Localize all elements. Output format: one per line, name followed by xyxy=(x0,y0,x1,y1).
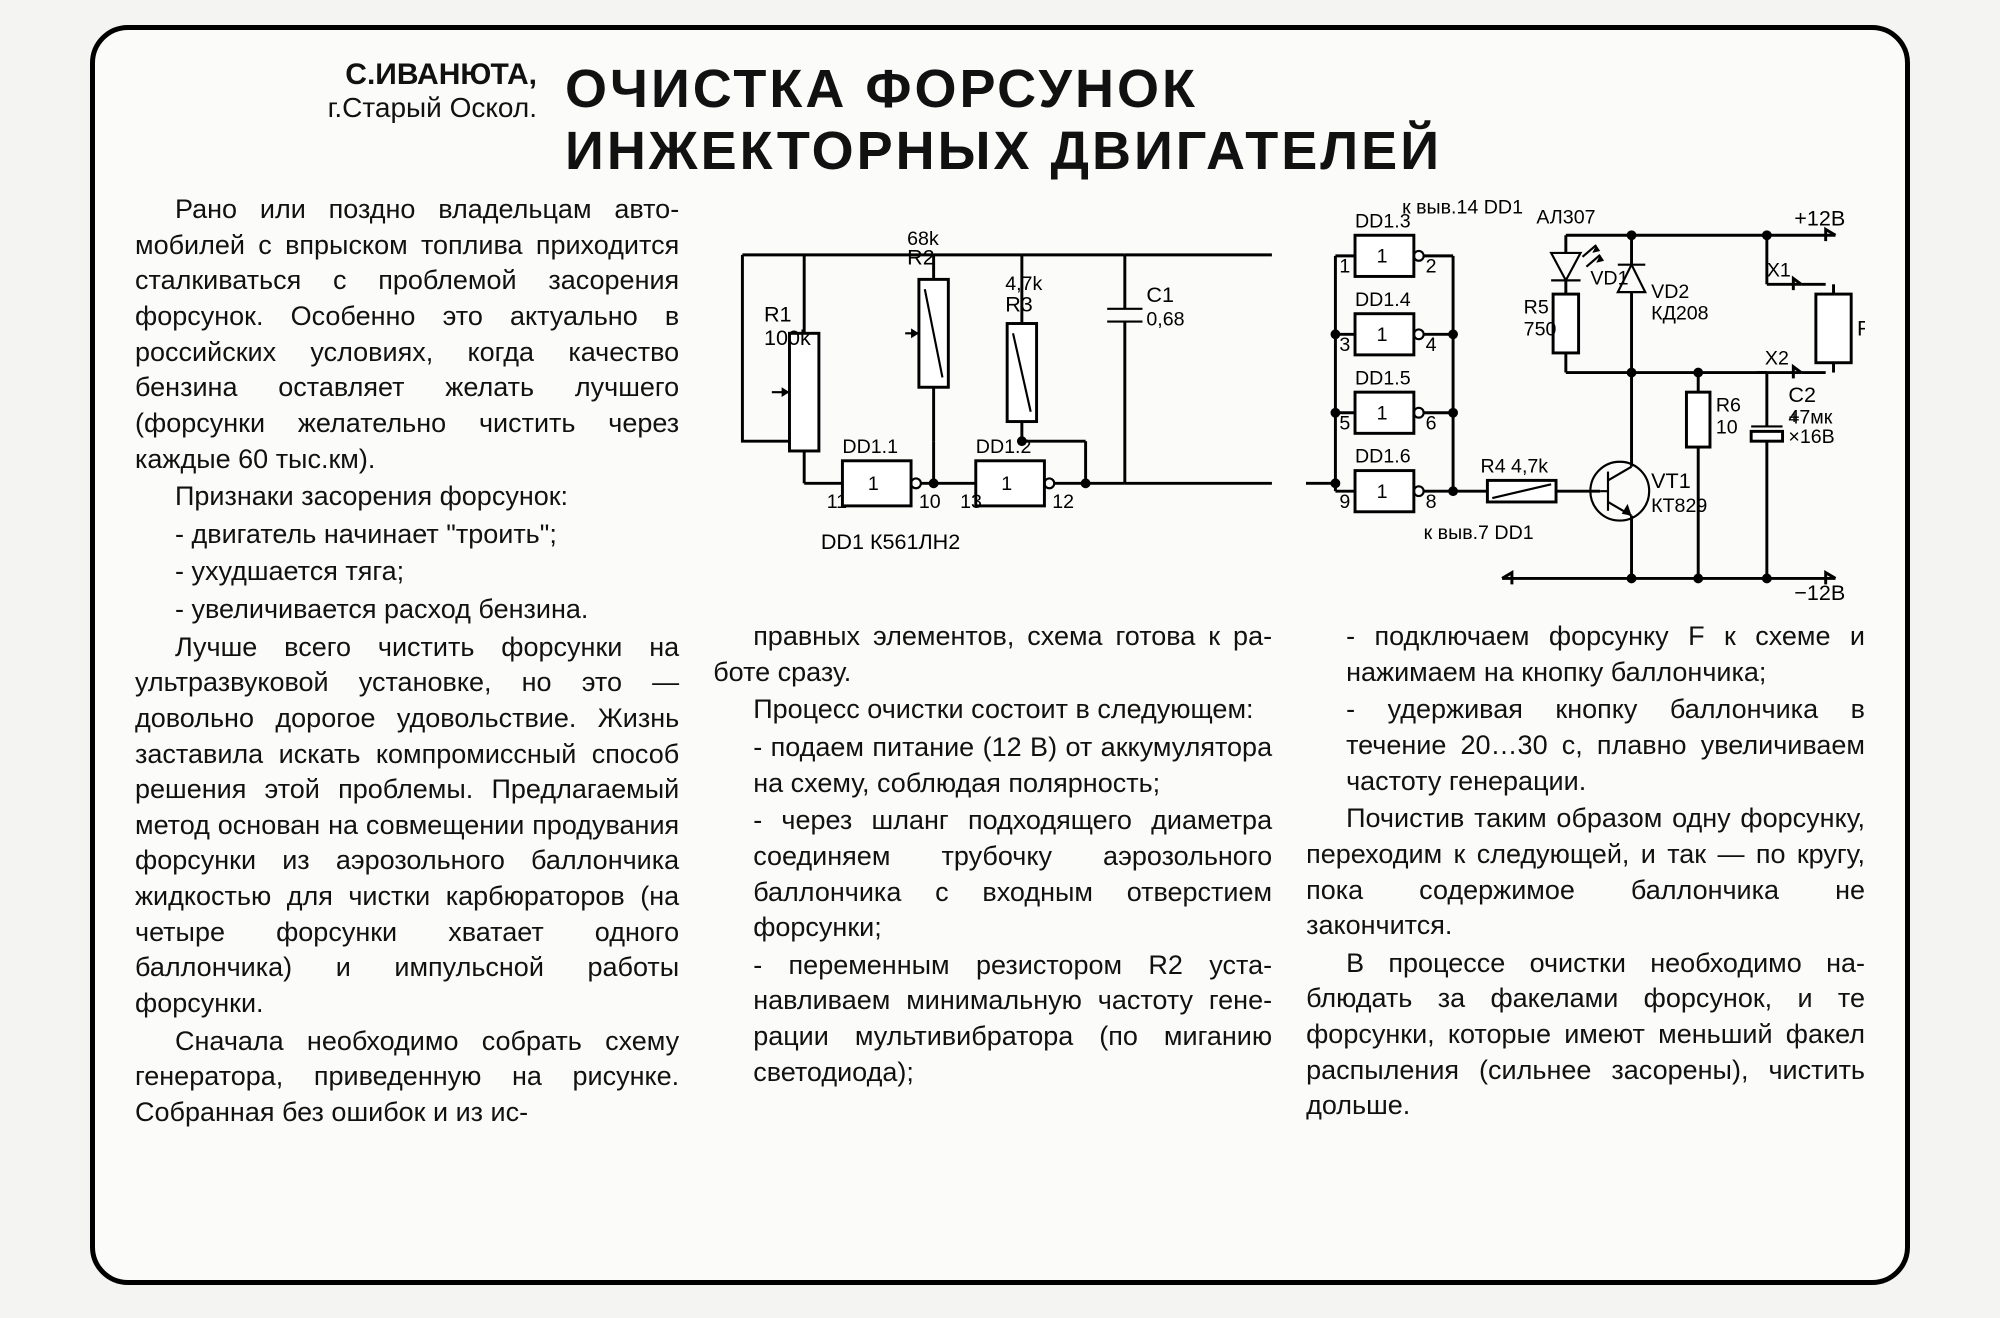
pin10: 10 xyxy=(919,491,941,513)
pin12: 12 xyxy=(1052,491,1074,513)
col1-li-3: - увеличивается расход бензина. xyxy=(135,592,679,628)
schematic-right: 1 DD1.3 1 2 1 DD1.4 3 4 1 DD1.5 xyxy=(1306,192,1865,607)
lbl-DD14: DD1.4 xyxy=(1355,289,1411,311)
lbl-F: F xyxy=(1857,315,1865,340)
author-block: С.ИВАНЮТА, г.Старый Оскол. xyxy=(135,58,565,124)
pin13: 13 xyxy=(960,491,982,513)
lbl-VD2: VD2 xyxy=(1651,281,1689,303)
col2-li-2: - через шланг подходящего диамет­ра соед… xyxy=(713,803,1272,946)
lbl-R4: R4 4,7k xyxy=(1481,456,1549,478)
lbl-minus12: −12В xyxy=(1794,580,1845,605)
lbl-DD16: DD1.6 xyxy=(1355,446,1411,468)
title-line-2: ИНЖЕКТОРНЫХ ДВИГАТЕЛЕЙ xyxy=(565,120,1865,182)
lbl-C2v2: ×16В xyxy=(1789,426,1835,448)
title-line-1: ОЧИСТКА ФОРСУНОК xyxy=(565,58,1865,120)
column-3: 1 DD1.3 1 2 1 DD1.4 3 4 1 DD1.5 xyxy=(1306,192,1865,1248)
col1-para-3: Сначала необходимо собрать схе­му генера… xyxy=(135,1024,679,1131)
lbl-DD11: DD1.1 xyxy=(843,436,899,458)
svg-text:1: 1 xyxy=(1377,324,1388,346)
col3-li-2: - удерживая кнопку баллончика в течение … xyxy=(1306,692,1865,799)
lbl-VD1b: VD1 xyxy=(1590,267,1628,289)
col1-li-2: - ухудшается тяга; xyxy=(135,554,679,590)
col1-li-1: - двигатель начинает "троить"; xyxy=(135,517,679,553)
lbl-R5v: 750 xyxy=(1524,318,1557,340)
lbl-dd16-bot: к выв.7 DD1 xyxy=(1424,522,1534,544)
schematic-left: R1 100k R2 68k xyxy=(713,192,1272,607)
col2-para-1: правных элементов, схема готова к ра­бот… xyxy=(713,619,1272,690)
lbl-R1: R1 xyxy=(764,302,792,327)
pin4: 4 xyxy=(1426,334,1437,356)
pin8: 8 xyxy=(1426,491,1437,513)
svg-text:1: 1 xyxy=(868,473,879,495)
lbl-R3: R3 xyxy=(1005,292,1033,317)
lbl-DD15: DD1.5 xyxy=(1355,367,1411,389)
pin2: 2 xyxy=(1426,256,1437,278)
svg-text:1: 1 xyxy=(1377,481,1388,503)
pin5: 5 xyxy=(1339,413,1350,435)
author-name: С.ИВАНЮТА, xyxy=(135,58,537,92)
title-block: ОЧИСТКА ФОРСУНОК ИНЖЕКТОРНЫХ ДВИГАТЕЛЕЙ xyxy=(565,58,1865,182)
pin11: 11 xyxy=(827,491,847,513)
pin1: 1 xyxy=(1339,256,1350,278)
svg-text:1: 1 xyxy=(1377,246,1388,268)
pin9: 9 xyxy=(1339,491,1350,513)
lbl-R6: R6 xyxy=(1716,395,1741,417)
col3-para-1: Почистив таким образом одну фор­сунку, п… xyxy=(1306,801,1865,944)
svg-text:1: 1 xyxy=(1001,473,1012,495)
lbl-R2v: 68k xyxy=(907,228,939,250)
col1-para-2: Лучше всего чистить форсунки на ультразв… xyxy=(135,630,679,1022)
lbl-R6v: 10 xyxy=(1716,417,1738,439)
lbl-VD1: АЛ307 xyxy=(1537,207,1596,229)
svg-text:1: 1 xyxy=(1377,403,1388,425)
lbl-C1: C1 xyxy=(1147,282,1175,307)
col2-li-1: - подаем питание (12 В) от аккумуля­тора… xyxy=(713,730,1272,801)
col1-para-1: Рано или поздно владельцам авто­мобилей … xyxy=(135,192,679,477)
column-2: R1 100k R2 68k xyxy=(713,192,1272,1248)
col1-list-lead: Признаки засорения форсунок: xyxy=(135,479,679,515)
author-city: г.Старый Оскол. xyxy=(135,92,537,124)
lbl-X1: X1 xyxy=(1767,260,1791,282)
lbl-dd13-top: к выв.14 DD1 xyxy=(1402,197,1523,219)
col2-li-3: - переменным резистором R2 уста­навливае… xyxy=(713,948,1272,1091)
column-1: Рано или поздно владельцам авто­мобилей … xyxy=(135,192,679,1248)
lbl-X2: X2 xyxy=(1765,348,1789,370)
col3-para-2: В процессе очистки необходимо на­блюдать… xyxy=(1306,946,1865,1124)
lbl-plus12: +12В xyxy=(1794,206,1845,231)
lbl-VT1: VT1 xyxy=(1651,468,1691,493)
col3-li-1: - подключаем форсунку F к схеме и нажима… xyxy=(1306,619,1865,690)
col2-list-lead: Процесс очистки состоит в следую­щем: xyxy=(713,692,1272,728)
lbl-C2: C2 xyxy=(1789,382,1817,407)
article-header: С.ИВАНЮТА, г.Старый Оскол. ОЧИСТКА ФОРСУ… xyxy=(135,58,1865,182)
lbl-R3v: 4,7k xyxy=(1005,273,1042,295)
lbl-C1v: 0,68 xyxy=(1147,309,1185,331)
article-frame: С.ИВАНЮТА, г.Старый Оскол. ОЧИСТКА ФОРСУ… xyxy=(90,25,1910,1285)
lbl-IC: DD1 К561ЛН2 xyxy=(821,529,960,554)
pin3: 3 xyxy=(1339,334,1350,356)
article-body: Рано или поздно владельцам авто­мобилей … xyxy=(135,192,1865,1248)
lbl-VD2b: КД208 xyxy=(1651,303,1709,325)
pin6: 6 xyxy=(1426,413,1437,435)
lbl-R5: R5 xyxy=(1524,297,1549,319)
